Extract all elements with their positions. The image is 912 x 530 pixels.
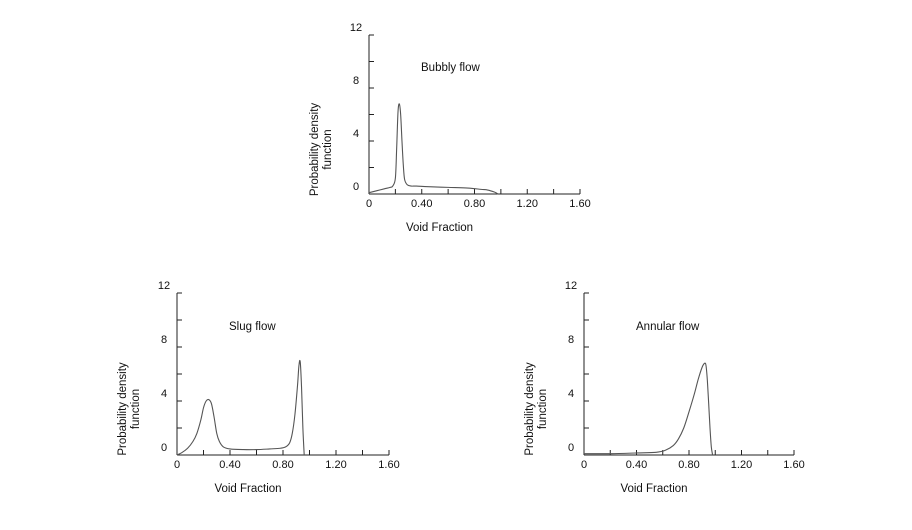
x-tick-label: 0.40	[626, 459, 647, 471]
y-axis-label-line: Probability density	[524, 362, 536, 456]
y-tick-label: 12	[350, 22, 362, 34]
x-tick-label: 0.80	[464, 198, 485, 210]
x-tick-label: 1.20	[325, 459, 346, 471]
x-tick-label: 0	[366, 198, 372, 210]
y-axis-label-line: Probability density	[309, 103, 321, 197]
y-axis-label-line: Probability density	[117, 362, 129, 456]
y-axis-label: Probability densityfunction	[309, 103, 334, 197]
y-tick-label: 4	[353, 128, 359, 140]
series-line	[176, 359, 305, 456]
y-tick-label: 12	[565, 280, 577, 292]
x-axis-label: Void Fraction	[620, 483, 687, 495]
x-tick-label: 0.80	[678, 459, 699, 471]
x-tick-label: 1.60	[783, 459, 804, 471]
series-line	[583, 362, 714, 456]
x-tick-label: 1.60	[378, 459, 399, 471]
x-axis-label: Void Fraction	[406, 222, 473, 234]
x-tick-label: 0.40	[411, 198, 432, 210]
y-tick-label: 4	[161, 388, 167, 400]
y-axis-label-line: function	[537, 389, 549, 429]
y-tick-label: 0	[161, 442, 167, 454]
y-tick-label: 0	[568, 442, 574, 454]
y-tick-label: 8	[161, 334, 167, 346]
x-tick-label: 1.20	[731, 459, 752, 471]
x-tick-label: 1.20	[517, 198, 538, 210]
x-tick-label: 0	[174, 459, 180, 471]
chart-panel-3: 0 0.40 0.80 1.20 1.60 0 4 8 12 Void Fraction Proba…	[524, 280, 805, 495]
y-tick-label: 8	[353, 75, 359, 87]
y-axis-label: Probability densityfunction	[117, 362, 142, 456]
y-tick-label: 0	[353, 181, 359, 193]
chart-panel-2: 0 0.40 0.80 1.20 1.60 0 4 8 12 Void Fraction Proba…	[117, 280, 400, 495]
x-tick-label: 0	[581, 459, 587, 471]
y-axis-label: Probability densityfunction	[524, 362, 549, 456]
x-tick-label: 1.60	[569, 198, 590, 210]
y-tick-label: 4	[568, 388, 574, 400]
x-axis-label: Void Fraction	[214, 483, 281, 495]
chart-title: Bubbly flow	[421, 62, 481, 74]
chart-title: Annular flow	[636, 321, 700, 333]
y-axis-label-line: function	[322, 129, 334, 169]
chart-title: Slug flow	[229, 321, 276, 333]
x-tick-label: 0.80	[272, 459, 293, 471]
y-axis-label-line: function	[130, 389, 142, 429]
series-line	[368, 103, 499, 195]
chart-panel-1: 0 0.40 0.80 1.20 1.60 0 4 8 12 Void Fraction Proba…	[309, 22, 591, 234]
y-tick-label: 12	[158, 280, 170, 292]
x-tick-label: 0.40	[219, 459, 240, 471]
y-tick-label: 8	[568, 334, 574, 346]
